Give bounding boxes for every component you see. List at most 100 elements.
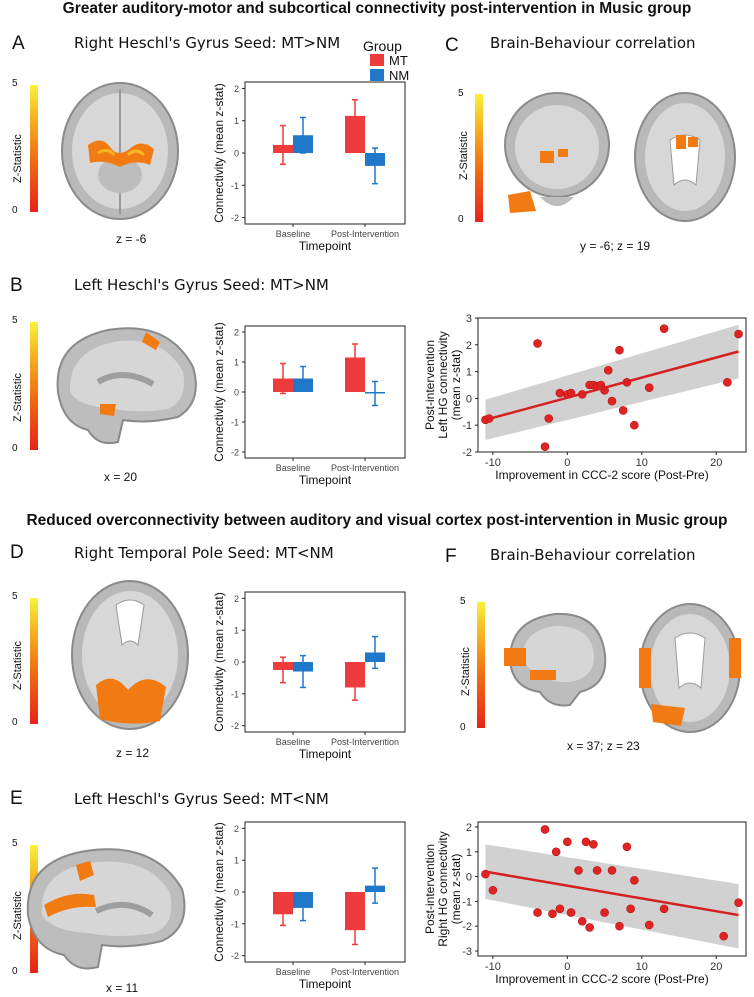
x-tick-label: Baseline	[276, 737, 311, 747]
x-tick-label: 10	[636, 961, 648, 973]
colorbar-max: 5	[460, 596, 466, 607]
x-tick-label: Post-Intervention	[331, 967, 399, 977]
x-tick-label: Post-Intervention	[331, 737, 399, 747]
data-point	[544, 414, 554, 423]
data-point	[626, 904, 635, 914]
legend-title: Group	[363, 38, 402, 54]
brain-axial-f	[639, 603, 741, 733]
data-point	[607, 396, 617, 406]
panel-letter-f: F	[445, 546, 457, 567]
y-tick-label: -2	[231, 213, 239, 223]
y-tick-label: 2	[466, 822, 472, 834]
y-axis-label: Connectivity (mean z-stat)	[212, 822, 226, 961]
colorbar-min: 0	[458, 214, 464, 225]
y-axis-label: Post-intervention	[423, 844, 437, 934]
y-tick-label: -1	[231, 418, 239, 428]
colorbar-min: 0	[12, 443, 18, 454]
coord-b: x = 20	[104, 470, 138, 484]
legend-swatch-mt	[370, 54, 384, 66]
colorbar-min: 0	[12, 205, 18, 216]
data-point	[734, 898, 743, 907]
data-point	[659, 324, 669, 334]
brain-sagittal-f	[504, 612, 607, 707]
y-tick-label: 2	[234, 328, 239, 338]
bar-mt	[345, 357, 365, 392]
data-point	[551, 847, 561, 857]
data-point	[574, 866, 583, 875]
colorbar-max: 5	[12, 838, 18, 849]
y-tick-label: 2	[234, 84, 239, 94]
colorbar-gradient	[30, 85, 38, 212]
regression-line	[485, 870, 739, 917]
panel-letter-a: A	[12, 33, 25, 54]
data-point	[540, 825, 550, 834]
y-tick-label: 0	[234, 888, 239, 898]
y-tick-label: 1	[466, 847, 472, 859]
y-tick-label: 1	[234, 116, 239, 126]
data-point	[533, 908, 542, 917]
panel-letter-b: B	[10, 275, 23, 296]
x-axis-label: Timepoint	[299, 239, 352, 253]
y-tick-label: -1	[231, 181, 239, 191]
x-tick-label: Post-Intervention	[331, 229, 399, 239]
legend-label-nm: NM	[389, 68, 410, 83]
x-tick-label: -10	[485, 961, 501, 973]
data-point	[540, 442, 550, 451]
coord-f: x = 37; z = 23	[567, 739, 640, 753]
colorbar-title: Z-Statistic	[12, 373, 24, 422]
x-tick-label: Baseline	[276, 967, 311, 977]
x-axis-label: Timepoint	[299, 747, 352, 761]
x-tick-label: -10	[485, 457, 501, 469]
data-point	[719, 931, 728, 941]
panel-title-f: Brain-Behaviour correlation	[490, 546, 696, 564]
panel-title-a: Right Heschl's Gyrus Seed: MT>NM	[74, 34, 341, 52]
x-axis-label: Improvement in CCC-2 score (Post-Pre)	[495, 468, 708, 482]
section-title-1: Greater auditory-motor and subcortical c…	[62, 0, 692, 17]
bar-chart-e: 2 1 0 -1 -2 Connectivity (mean z-stat) Baselin…	[212, 821, 406, 991]
brain-axial-a	[61, 82, 179, 220]
data-point	[533, 339, 542, 348]
legend-swatch-nm	[370, 69, 384, 81]
y-tick-label: -1	[462, 420, 472, 432]
bar-chart-a: 2 1 0 -1 -2 Connectivity (mean z-stat) Baselin…	[212, 81, 406, 253]
y-tick-label: -2	[462, 447, 472, 459]
data-point	[555, 904, 565, 914]
confidence-band	[485, 844, 739, 949]
x-tick-label: 0	[564, 961, 570, 973]
coord-e: x = 11	[106, 981, 139, 995]
colorbar-max: 5	[12, 78, 18, 89]
x-axis-label: Improvement in CCC-2 score (Post-Pre)	[495, 972, 708, 986]
y-tick-label: 1	[466, 367, 472, 379]
coord-c: y = -6; z = 19	[580, 239, 651, 253]
y-tick-label: -1	[231, 919, 239, 929]
x-axis-label: Timepoint	[299, 977, 352, 991]
y-tick-label: -2	[231, 448, 239, 458]
colorbar-title: Z-Statistic	[12, 134, 24, 183]
panel-letter-c: C	[445, 35, 459, 56]
data-point	[603, 365, 613, 375]
bar-mt	[345, 115, 365, 153]
colorbar-gradient	[30, 322, 38, 450]
y-axis-label: (mean z-stat)	[449, 854, 463, 925]
bar-chart-d: 2 1 0 -1 -2 Connectivity (mean z-stat) Baselin…	[212, 591, 406, 761]
y-tick-label: 2	[234, 594, 239, 604]
y-tick-label: 1	[234, 358, 239, 368]
panel-title-c: Brain-Behaviour correlation	[490, 34, 696, 52]
colorbar-max: 5	[458, 88, 464, 99]
data-point	[615, 345, 624, 355]
panel-title-d: Right Temporal Pole Seed: MT<NM	[74, 544, 334, 562]
y-axis-label: Right HG connectivity	[436, 831, 450, 946]
brain-coronal-c	[504, 92, 610, 213]
y-tick-label: -1	[231, 689, 239, 699]
regression-line	[485, 350, 739, 422]
x-tick-label: 10	[636, 457, 648, 469]
x-tick-label: Baseline	[276, 229, 311, 239]
colorbar-max: 5	[12, 315, 18, 326]
y-axis-label: (mean z-stat)	[449, 350, 463, 421]
data-point	[630, 876, 639, 885]
coord-d: z = 12	[116, 746, 150, 760]
colorbar-title: Z-Statistic	[12, 641, 24, 690]
bar-mt	[345, 892, 365, 931]
